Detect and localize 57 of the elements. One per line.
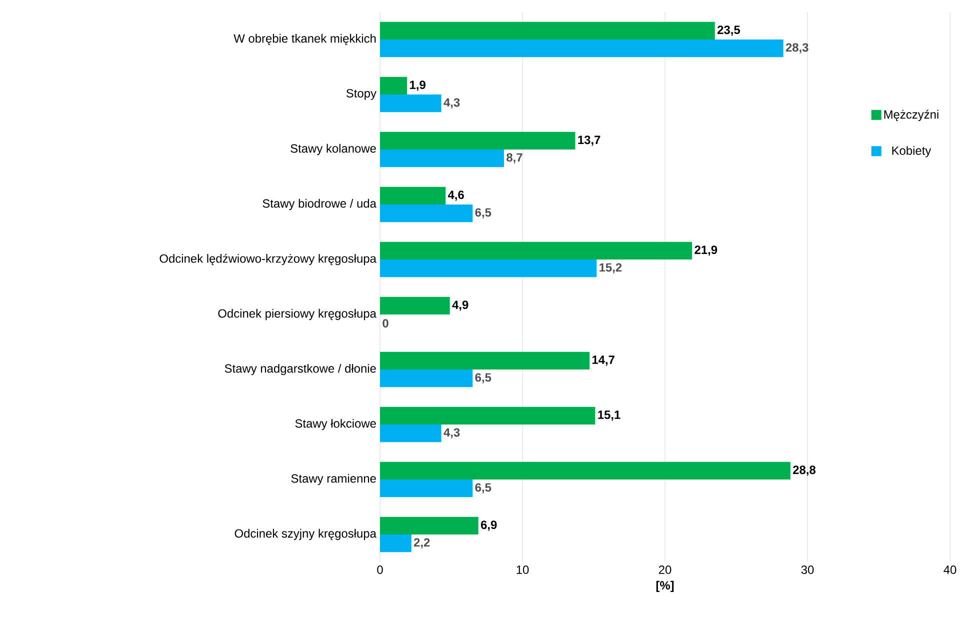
data-label: 15,2 — [600, 263, 622, 274]
y-tick-label: Odcinek lędźwiowo-krzyżowy kręgosłupa — [160, 254, 376, 266]
data-label: 4,9 — [452, 300, 468, 311]
x-tick-label: 10 — [516, 566, 529, 574]
legend-label: Mężczyźni — [884, 110, 938, 122]
x-tick-label: 20 — [658, 566, 672, 574]
legend-label: Kobiety — [892, 146, 932, 158]
bar — [380, 22, 715, 40]
bar — [380, 132, 576, 150]
y-tick-label: Stawy biodrowe / uda — [262, 198, 376, 210]
bar — [380, 296, 450, 315]
y-tick-label: Stawy kolanowe — [290, 144, 376, 156]
bar — [380, 150, 504, 168]
x-axis-title: [%] — [656, 580, 674, 592]
data-label: 4,6 — [448, 190, 464, 201]
data-label: 1,9 — [410, 80, 426, 91]
y-tick-label: Odcinek szyjny kręgosłupa — [234, 528, 376, 540]
data-label: 4,3 — [444, 98, 460, 108]
data-label: 14,7 — [592, 356, 614, 366]
bar — [380, 462, 790, 480]
bar — [380, 260, 597, 278]
data-label: 2,2 — [414, 538, 430, 548]
bar — [380, 242, 692, 260]
bar — [380, 76, 408, 94]
y-tick-label: Stawy łokciowe — [295, 418, 376, 430]
y-tick-label: Stawy ramienne — [291, 474, 376, 486]
data-label: 15,1 — [598, 410, 620, 421]
y-tick-label: Stawy nadgarstkowe / dłonie — [224, 364, 376, 376]
bar — [380, 40, 784, 58]
data-label: 0 — [382, 319, 388, 328]
bar — [380, 424, 442, 442]
bar — [380, 480, 473, 498]
bar — [380, 516, 478, 535]
data-label: 6,5 — [475, 208, 492, 218]
data-label: 6,9 — [480, 520, 497, 531]
bar — [380, 370, 473, 388]
data-label: 4,3 — [444, 428, 460, 438]
y-tick-label: Stopy — [346, 89, 376, 100]
data-label: 23,5 — [718, 26, 740, 36]
bar — [380, 406, 596, 425]
bar — [380, 186, 446, 204]
y-tick-label: Odcinek piersiowy kręgosłupa — [218, 308, 376, 320]
y-tick-label: W obrębie tkanek miękkich — [234, 34, 376, 46]
x-tick-label: 30 — [801, 566, 814, 574]
data-label: 28,8 — [793, 466, 816, 476]
bar — [380, 204, 473, 222]
data-label: 6,5 — [475, 373, 492, 384]
bar — [380, 352, 590, 370]
data-label: 13,7 — [578, 136, 600, 146]
bar — [380, 534, 412, 552]
x-tick-label: 0 — [377, 566, 383, 574]
data-label: 28,3 — [786, 43, 808, 54]
bar — [380, 94, 442, 112]
data-label: 6,5 — [475, 483, 492, 494]
data-label: 21,9 — [694, 246, 718, 256]
x-tick-label: 40 — [944, 566, 956, 574]
data-label: 8,7 — [506, 153, 522, 164]
